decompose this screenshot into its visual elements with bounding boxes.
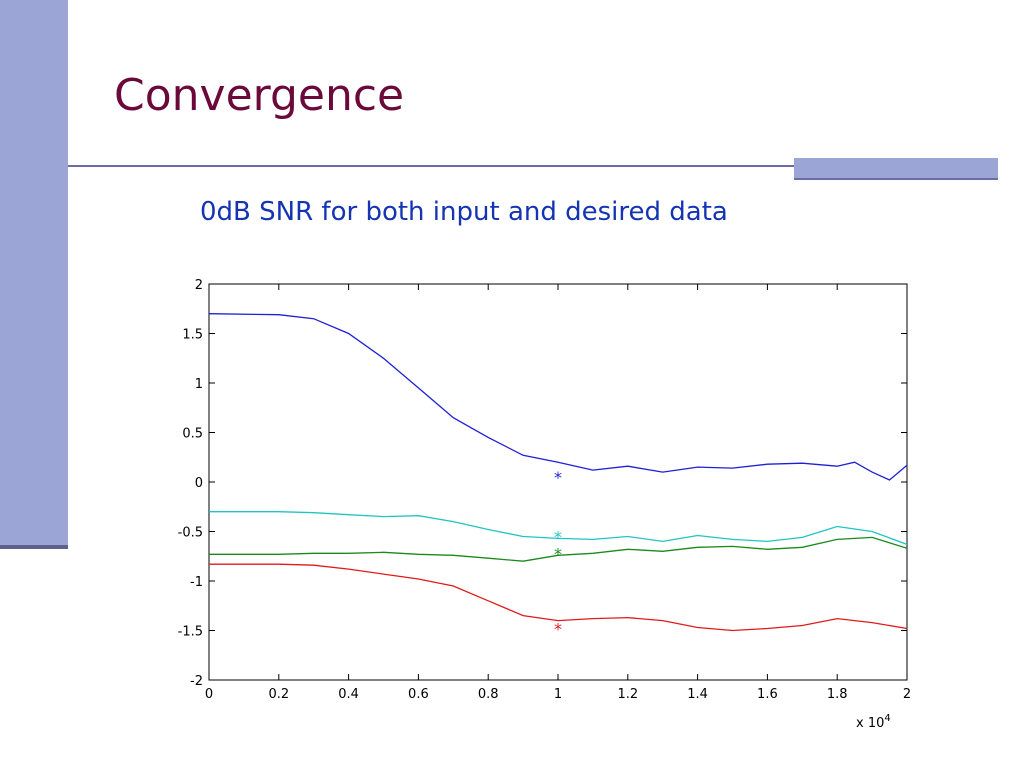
slide-subtitle: 0dB SNR for both input and desired data [200,197,728,227]
x-tick-label: 1.2 [617,687,638,702]
plot-area [208,283,908,681]
plot-frame [208,283,908,681]
x-tick-label: 0.8 [478,687,499,702]
x-tick-label: 2 [903,687,911,702]
x-tick-label: 0.4 [338,687,359,702]
y-axis: 2 1.5 1 0.5 0 -0.5 -1 -1.5 -2 [178,278,907,689]
series-group: **** [208,313,908,639]
series-marker-4: * [554,620,562,639]
slide-title: Convergence [114,70,405,121]
y-tick-label: 1.5 [182,328,203,343]
series-marker-1: * [554,468,562,487]
series-line-1 [208,313,908,481]
x-multiplier-label: x 104 [856,713,891,731]
y-tick-label: -1 [190,575,203,590]
x-axis: 0 0.2 0.4 0.6 0.8 1 1.2 1.4 1.6 1.8 2 [205,284,911,702]
series-line-4 [209,563,908,632]
y-tick-label: 0 [195,476,203,491]
x-tick-label: 1.8 [827,687,848,702]
y-tick-label: -1.5 [178,625,203,640]
title-divider [68,165,998,167]
x-tick-label: 1.4 [687,687,708,702]
series-marker-2: * [554,527,562,546]
x-tick-label: 0.6 [408,687,429,702]
x-tick-label: 0 [205,687,213,702]
left-accent-bar [0,0,68,549]
title-accent-block [794,158,998,180]
y-tick-label: 1 [195,377,203,392]
x-tick-label: 1 [554,687,562,702]
x-tick-label: 1.6 [757,687,778,702]
y-tick-label: 2 [195,278,203,293]
y-tick-label: -2 [190,674,203,689]
series-line-2 [209,511,908,546]
series-line-3 [209,536,908,562]
y-tick-label: 0.5 [182,427,203,442]
y-tick-label: -0.5 [178,526,203,541]
series-marker-3: * [554,544,562,563]
x-tick-label: 0.2 [268,687,289,702]
